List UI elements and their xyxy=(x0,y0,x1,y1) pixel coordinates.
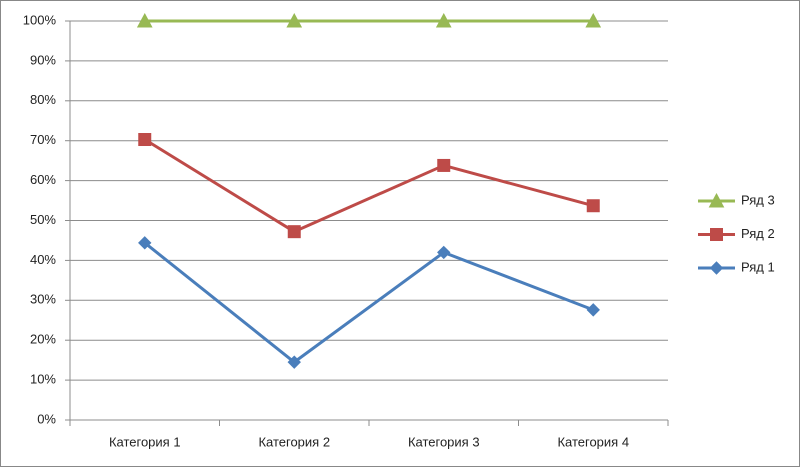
y-tick-label: 100% xyxy=(23,12,57,27)
data-point xyxy=(586,199,600,213)
data-point xyxy=(437,158,451,172)
legend-marker xyxy=(710,228,723,241)
legend-marker xyxy=(708,192,725,208)
data-point xyxy=(585,12,602,28)
legend-label: Ряд 2 xyxy=(741,226,775,241)
y-tick-label: 90% xyxy=(30,52,56,67)
data-point xyxy=(138,133,152,147)
data-point xyxy=(287,355,301,369)
y-tick-label: 30% xyxy=(30,292,56,307)
y-tick-label: 60% xyxy=(30,172,56,187)
data-point xyxy=(286,12,303,28)
x-tick-label: Категория 4 xyxy=(557,434,629,449)
legend-label: Ряд 1 xyxy=(741,259,775,274)
y-tick-label: 0% xyxy=(37,411,56,426)
series-line xyxy=(143,241,594,364)
data-point xyxy=(136,12,153,28)
y-tick-label: 70% xyxy=(30,132,56,147)
data-point xyxy=(437,245,451,260)
y-tick-label: 20% xyxy=(30,332,56,347)
legend-marker xyxy=(709,261,724,275)
x-tick-label: Категория 1 xyxy=(109,434,181,449)
data-point xyxy=(435,12,452,28)
legend-label: Ряд 3 xyxy=(741,192,775,207)
data-point xyxy=(586,303,600,317)
data-point xyxy=(138,236,152,250)
x-tick-label: Категория 3 xyxy=(408,434,480,449)
y-tick-label: 10% xyxy=(30,372,56,387)
data-point xyxy=(287,225,301,239)
x-tick-label: Категория 2 xyxy=(258,434,330,449)
y-tick-label: 50% xyxy=(30,212,56,227)
y-tick-label: 80% xyxy=(30,92,56,107)
series-line xyxy=(143,138,594,234)
y-tick-label: 40% xyxy=(30,252,56,267)
